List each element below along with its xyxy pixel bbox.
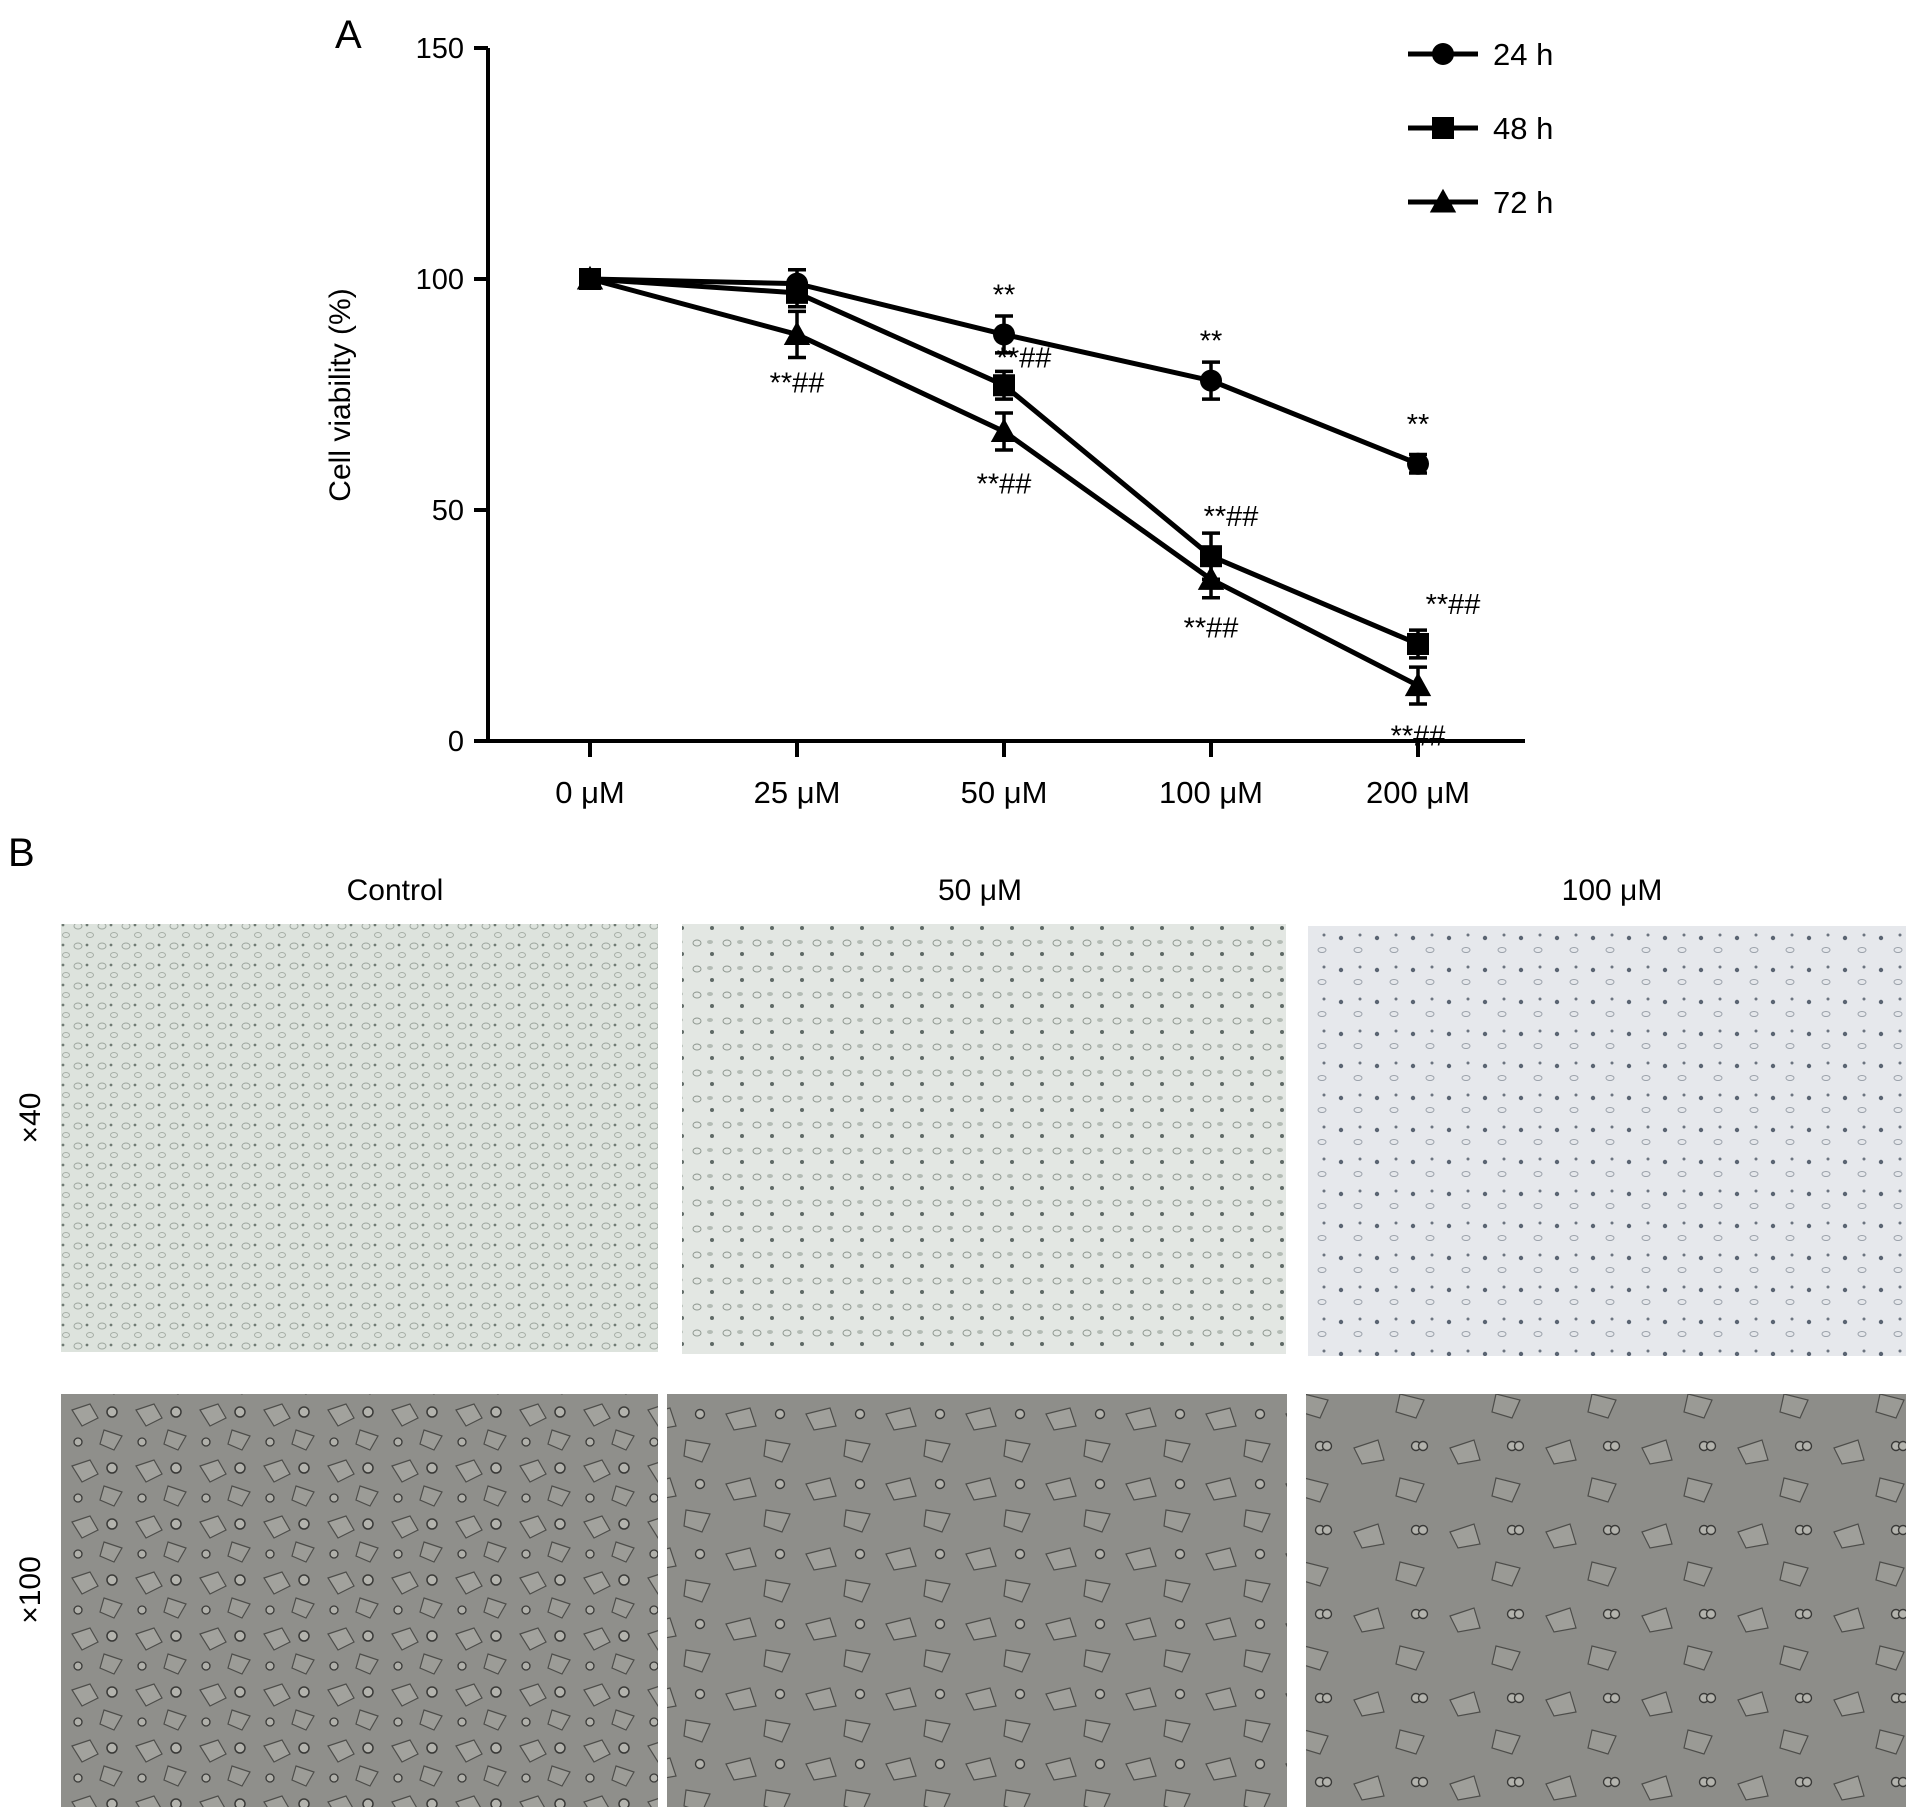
y-axis-label: Cell viability (%): [324, 288, 357, 501]
legend-label: 48 h: [1493, 111, 1553, 146]
data-point: [993, 323, 1015, 346]
column-label-50um: 50 μM: [938, 874, 1022, 907]
significance-annotation: **##: [1391, 721, 1446, 753]
significance-annotation: **##: [1204, 501, 1259, 533]
legend-entry: 48 h: [1408, 111, 1553, 146]
chart-series: ** ** ** **## **## **## **## **## **## **##: [576, 265, 1481, 753]
y-tick-label: 0: [448, 726, 464, 758]
data-point: [1404, 672, 1432, 697]
y-tick-label: 50: [432, 495, 464, 527]
significance-annotation: **##: [1426, 589, 1481, 621]
column-label-100um: 100 μM: [1562, 874, 1663, 907]
x-tick-label: 0 μM: [555, 775, 625, 810]
micrograph-100um-x40: [1308, 926, 1906, 1356]
micrograph-control-x100: [61, 1394, 658, 1807]
significance-annotation: **: [1407, 409, 1430, 441]
x-tick-label: 50 μM: [961, 775, 1048, 810]
data-point: [1432, 43, 1454, 65]
data-point: [1429, 188, 1457, 213]
row-label-x40: ×40: [14, 1093, 47, 1144]
micrograph-50um-x40: [682, 924, 1286, 1354]
legend-entry: 24 h: [1408, 37, 1553, 72]
data-point: [783, 321, 811, 345]
x-tick-label: 25 μM: [754, 775, 841, 810]
series-72-h: **## **## **## **##: [576, 265, 1446, 753]
micrograph-100um-x100: [1306, 1394, 1906, 1807]
significance-annotation: **##: [1184, 612, 1239, 644]
significance-annotation: **: [1200, 326, 1223, 358]
data-point: [1432, 117, 1454, 139]
data-point: [576, 265, 604, 290]
series-48-h: **## **## **##: [579, 268, 1481, 660]
panel-label-a: A: [335, 13, 362, 57]
legend-label: 72 h: [1493, 185, 1553, 220]
micrograph-50um-x100: [667, 1394, 1287, 1807]
data-point: [1197, 566, 1225, 590]
chart-axes: 0 50 100 150 0 μM 25 μM 50 μM 100 μM 200 μM: [416, 33, 1525, 810]
x-tick-label: 200 μM: [1366, 775, 1470, 810]
significance-annotation: **##: [997, 342, 1052, 374]
row-label-x100: ×100: [14, 1556, 47, 1624]
significance-annotation: **##: [770, 367, 825, 399]
legend-entry: 72 h: [1408, 185, 1553, 220]
data-point: [1200, 369, 1222, 392]
micrograph-control-x40: [61, 924, 658, 1352]
data-point: [993, 374, 1015, 397]
x-tick-label: 100 μM: [1159, 775, 1263, 810]
data-point: [1407, 452, 1429, 475]
chart-legend: 24 h 48 h 72 h: [1408, 37, 1553, 220]
significance-annotation: **: [993, 279, 1016, 311]
y-tick-label: 150: [416, 33, 464, 65]
column-label-control: Control: [347, 874, 444, 907]
micrograph-panel: Control 50 μM 100 μM ×40 ×100: [14, 874, 1906, 1807]
significance-annotation: **##: [977, 468, 1032, 500]
data-point: [786, 281, 808, 304]
data-point: [990, 418, 1018, 443]
y-tick-label: 100: [416, 264, 464, 296]
data-point: [1407, 632, 1429, 655]
panel-label-b: B: [8, 831, 35, 875]
legend-label: 24 h: [1493, 37, 1553, 72]
